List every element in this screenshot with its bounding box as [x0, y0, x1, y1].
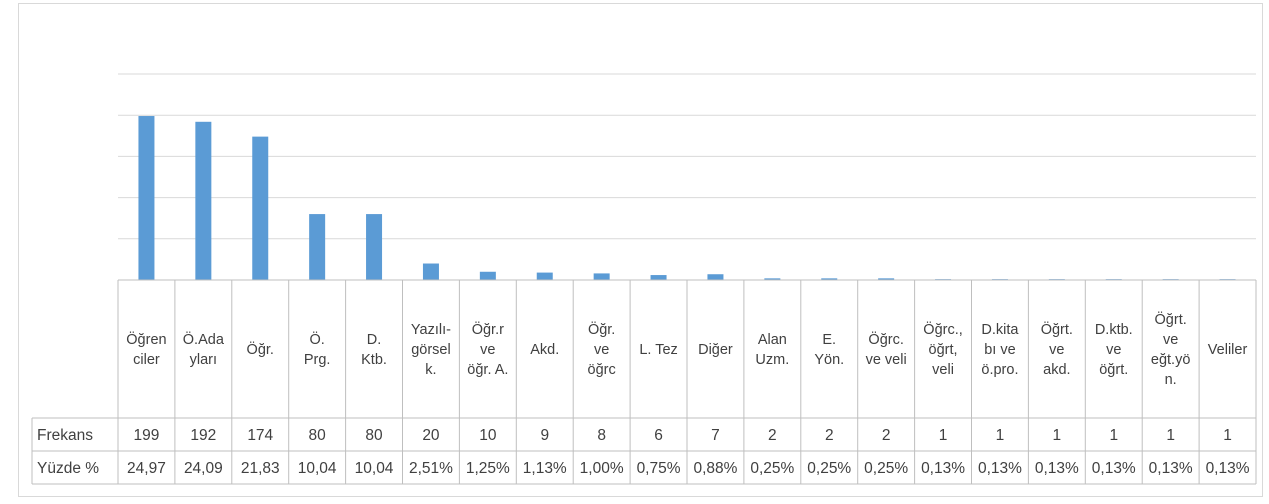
category-label: Öğrt. ve akd.	[1041, 320, 1073, 378]
category-label: E. Yön.	[814, 332, 844, 368]
bar	[536, 272, 553, 280]
category-label: Diğer	[698, 342, 733, 358]
category-label: L. Tez	[639, 342, 677, 358]
category-label: Öğrc. ve veli	[866, 330, 907, 368]
category-label: Yazılı-görsel k.	[411, 322, 451, 378]
table-cell: 0,13%	[978, 460, 1022, 477]
bar	[309, 214, 326, 280]
category-label: D.kita bı ve ö.pro.	[981, 322, 1019, 378]
category-label: Veliler	[1208, 342, 1248, 358]
bar	[195, 121, 212, 281]
bar	[593, 273, 610, 280]
table-cell: 1	[996, 427, 1005, 444]
table-cell: 2,51%	[409, 460, 453, 477]
category-label: Öğren ciler	[126, 330, 166, 368]
table-cell: 80	[365, 427, 383, 444]
bar	[650, 275, 667, 280]
table-cell: 199	[134, 427, 160, 444]
table-cell: 0,13%	[921, 460, 965, 477]
table-cell: 21,83	[241, 460, 280, 477]
table-cell: 0,25%	[750, 460, 794, 477]
table-cell: 2	[768, 427, 777, 444]
row-label: Yüzde %	[37, 460, 99, 477]
table-cell: 1	[1053, 427, 1062, 444]
table-cell: 1	[1223, 427, 1232, 444]
category-label: Öğr. ve öğrc	[588, 320, 616, 378]
table-cell: 20	[422, 427, 440, 444]
table-cell: 2	[882, 427, 891, 444]
table-cell: 1,00%	[580, 460, 624, 477]
table-cell: 80	[309, 427, 327, 444]
table-cell: 1	[1166, 427, 1175, 444]
category-label: Öğr.r ve öğr. A.	[467, 320, 508, 378]
table-cell: 174	[247, 427, 273, 444]
category-label: Alan Uzm.	[755, 332, 789, 368]
table-cell: 7	[711, 427, 720, 444]
bar	[422, 263, 439, 280]
bar	[821, 278, 838, 280]
table-cell: 24,97	[127, 460, 166, 477]
category-label: D. Ktb.	[361, 332, 387, 368]
bar	[138, 116, 155, 280]
table-cell: 0,88%	[693, 460, 737, 477]
table-cell: 0,13%	[1035, 460, 1079, 477]
category-label: Öğr.	[247, 340, 274, 358]
table-cell: 192	[190, 427, 216, 444]
table-cell: 6	[654, 427, 663, 444]
table-cell: 10,04	[298, 460, 337, 477]
table-cell: 1	[939, 427, 948, 444]
table-cell: 9	[540, 427, 549, 444]
table-cell: 0,13%	[1092, 460, 1136, 477]
category-label: Öğrc., öğrt, veli	[923, 320, 962, 378]
category-label: Öğrt. ve eğt.yö n.	[1151, 310, 1191, 388]
bar	[878, 278, 895, 280]
table-cell: 10,04	[355, 460, 394, 477]
table-cell: 8	[597, 427, 606, 444]
table-cell: 1,13%	[523, 460, 567, 477]
bar	[366, 214, 383, 280]
bar	[479, 271, 496, 280]
table-cell: 0,75%	[637, 460, 681, 477]
table-cell: 0,25%	[807, 460, 851, 477]
table-cell: 10	[479, 427, 497, 444]
table-cell: 24,09	[184, 460, 223, 477]
bar	[252, 136, 269, 280]
table-cell: 0,13%	[1206, 460, 1250, 477]
chart-frame	[18, 3, 1263, 497]
table-cell: 1,25%	[466, 460, 510, 477]
table-cell: 0,25%	[864, 460, 908, 477]
table-cell: 1	[1109, 427, 1118, 444]
category-label: D.ktb. ve öğrt.	[1095, 322, 1133, 378]
table-cell: 2	[825, 427, 834, 444]
category-label: Ö. Prg.	[304, 330, 331, 368]
row-label: Frekans	[37, 427, 93, 444]
category-label: Ö.Ada yları	[183, 330, 225, 368]
table-cell: 0,13%	[1149, 460, 1193, 477]
bar	[764, 278, 781, 280]
bar	[707, 274, 724, 280]
category-label: Akd.	[530, 342, 559, 358]
